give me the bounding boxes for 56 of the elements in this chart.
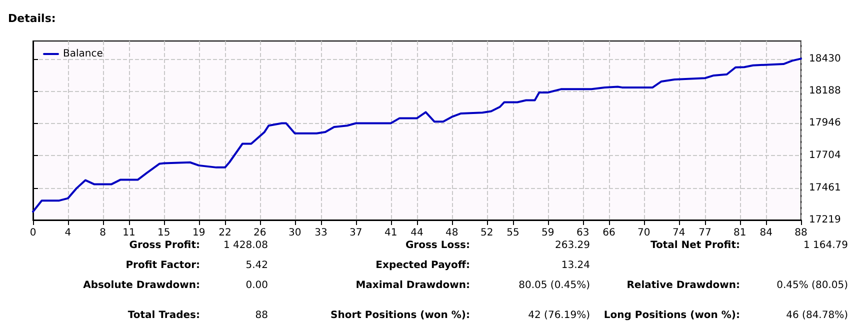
x-tick-label: 11 bbox=[122, 228, 136, 238]
text: Short Positions (won %): bbox=[330, 310, 470, 321]
x-tick-label: 70 bbox=[638, 228, 650, 238]
x-tick-label: 55 bbox=[506, 228, 520, 238]
text: Long Positions (won %): bbox=[604, 310, 740, 321]
y-tick-label: 18188 bbox=[809, 86, 841, 97]
text: Profit Factor: bbox=[126, 260, 200, 271]
x-tick-label: 37 bbox=[350, 228, 362, 238]
text: Maximal Drawdown: bbox=[356, 280, 470, 291]
legend-label: Balance bbox=[63, 48, 103, 60]
x-tick-label: 74 bbox=[672, 228, 686, 238]
x-tick-label: 30 bbox=[288, 228, 302, 238]
text: 88 bbox=[255, 310, 268, 321]
x-tick-label: 88 bbox=[794, 228, 808, 238]
text: Expected Payoff: bbox=[376, 260, 470, 271]
x-tick-label: 77 bbox=[698, 228, 712, 238]
text: Gross Loss: bbox=[405, 240, 470, 251]
x-tick-label: 63 bbox=[576, 228, 590, 238]
text: 263.29 bbox=[555, 240, 590, 251]
line-series bbox=[32, 58, 802, 213]
x-tick-label: 44 bbox=[410, 228, 424, 238]
text: 13.24 bbox=[561, 260, 590, 271]
x-tick-label: 66 bbox=[602, 228, 616, 238]
text: Absolute Drawdown: bbox=[83, 280, 200, 291]
text: 0.45% (80.05) bbox=[776, 280, 848, 291]
y-tick-label: 17461 bbox=[809, 182, 841, 194]
x-tick-label: 84 bbox=[760, 228, 772, 238]
y-tick-label: 17704 bbox=[809, 150, 841, 161]
x-tick-label: 19 bbox=[192, 228, 206, 238]
x-tick-label: 15 bbox=[158, 228, 170, 238]
x-tick-label: 4 bbox=[64, 228, 72, 238]
text: Gross Profit: bbox=[129, 240, 200, 251]
x-tick-label: 59 bbox=[542, 228, 554, 238]
text: 1 428.08 bbox=[223, 240, 268, 251]
x-tick-label: 48 bbox=[446, 228, 458, 238]
text: 80.05 (0.45%) bbox=[518, 280, 590, 291]
y-tick-label: 17946 bbox=[809, 118, 841, 129]
text: Total Trades: bbox=[128, 310, 200, 321]
text: 42 (76.19%) bbox=[528, 310, 590, 321]
y-tick-label: 17219 bbox=[809, 214, 841, 226]
x-tick-label: 52 bbox=[480, 228, 494, 238]
chart-title: Details: bbox=[8, 12, 56, 25]
text: 5.42 bbox=[246, 260, 268, 271]
text: Total Net Profit: bbox=[650, 240, 740, 251]
y-tick-label: 18430 bbox=[809, 53, 841, 64]
text: 1 164.79 bbox=[803, 240, 848, 251]
x-tick-label: 8 bbox=[100, 228, 106, 238]
x-tick-label: 0 bbox=[30, 228, 36, 238]
x-tick-label: 81 bbox=[734, 228, 746, 238]
x-tick-label: 33 bbox=[314, 228, 328, 238]
text: 0.00 bbox=[246, 280, 268, 291]
x-tick-label: 26 bbox=[254, 228, 266, 238]
x-tick-label: 41 bbox=[384, 228, 398, 238]
text: 46 (84.78%) bbox=[786, 310, 848, 321]
text: Relative Drawdown: bbox=[626, 280, 740, 291]
x-tick-label: 22 bbox=[218, 228, 232, 238]
